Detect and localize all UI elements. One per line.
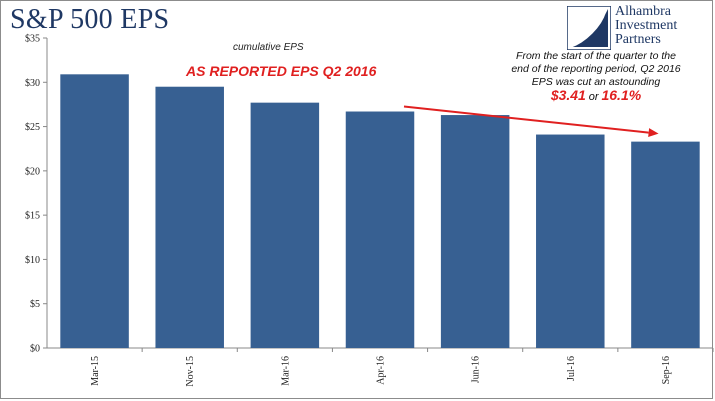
chart-bars (60, 74, 700, 349)
y-tick-label: $20 (25, 166, 40, 177)
note-value-dollars: $3.41 (550, 87, 586, 103)
logo-text: Alhambra Investment Partners (615, 5, 677, 47)
x-tick-label: Sep-16 (661, 356, 672, 384)
bar (536, 134, 605, 348)
x-tick-label: Apr-16 (376, 356, 387, 385)
y-tick-label: $0 (30, 344, 40, 355)
bar (60, 74, 129, 349)
y-tick-label: $5 (30, 299, 40, 310)
logo-line-3: Partners (615, 32, 661, 47)
chart-subtitle: cumulative EPS (233, 42, 304, 53)
note-line-3: EPS was cut an astounding (531, 76, 661, 88)
company-logo: Alhambra Investment Partners (567, 5, 707, 53)
trend-arrow-head (648, 128, 659, 138)
y-tick-label: $25 (25, 122, 40, 133)
x-tick-label: Nov-15 (185, 356, 196, 387)
y-tick-label: $30 (25, 78, 40, 89)
trend-arrow-shaft (403, 105, 649, 134)
bar (250, 102, 320, 349)
note-value-percent: 16.1% (601, 87, 642, 103)
bar (155, 86, 224, 348)
logo-line-1: Alhambra (615, 4, 671, 19)
logo-line-2: Investment (615, 18, 678, 33)
note-line-2: end of the reporting period, Q2 2016 (511, 63, 681, 75)
x-tick-label: Mar-16 (280, 356, 291, 386)
y-tick-label: $10 (25, 255, 40, 266)
note-annotation: From the start of the quarter to the end… (486, 50, 706, 104)
alhambra-logo-icon (567, 6, 611, 50)
chart-title: S&P 500 EPS (10, 4, 170, 35)
bar (631, 141, 700, 348)
x-tick-label: Mar-15 (90, 356, 101, 386)
y-tick-label: $35 (25, 34, 40, 45)
note-or: or (588, 91, 599, 103)
note-line-1: From the start of the quarter to the (516, 50, 676, 62)
bar (345, 111, 415, 348)
y-tick-label: $15 (25, 211, 40, 222)
x-tick-label: Jun-16 (471, 356, 482, 383)
x-tick-label: Jul-16 (566, 356, 577, 381)
bar (440, 115, 510, 348)
x-tick-labels: Mar-15 Nov-15 Mar-16 Apr-16 Jun-16 Jul-16 Sep-… (90, 356, 672, 387)
note-line-4: $3.41 or 16.1% (486, 87, 706, 104)
trend-arrow (403, 105, 659, 138)
headline-annotation: AS REPORTED EPS Q2 2016 (186, 63, 377, 79)
